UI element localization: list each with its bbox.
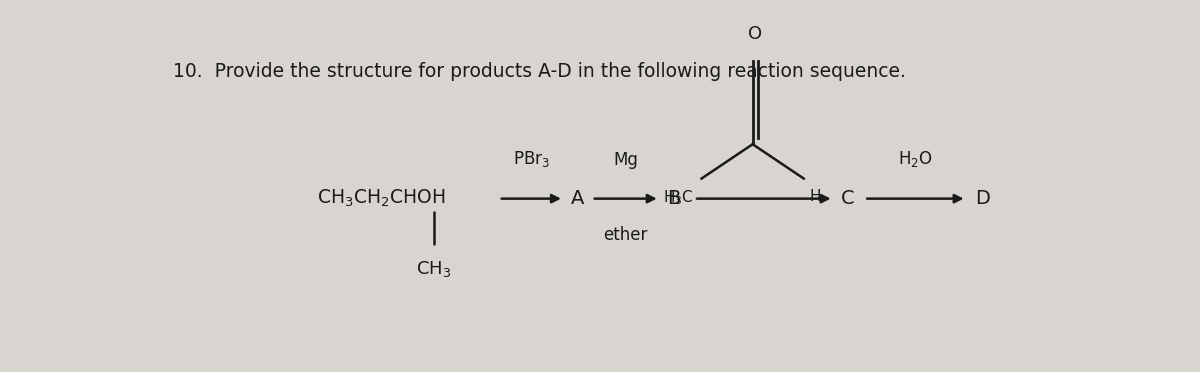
Text: H: H	[809, 189, 821, 203]
Text: ether: ether	[604, 226, 648, 244]
Text: $\mathregular{CH_3}$: $\mathregular{CH_3}$	[416, 259, 451, 279]
Text: D: D	[974, 189, 990, 208]
Text: C: C	[841, 189, 854, 208]
Text: $\mathregular{CH_3CH_2CHOH}$: $\mathregular{CH_3CH_2CHOH}$	[317, 188, 446, 209]
Text: $\mathregular{H_2O}$: $\mathregular{H_2O}$	[898, 148, 932, 169]
Text: B: B	[667, 189, 680, 208]
Text: A: A	[571, 189, 584, 208]
Text: $\mathregular{PBr_3}$: $\mathregular{PBr_3}$	[512, 148, 550, 169]
Text: O: O	[749, 25, 762, 42]
Text: 10.  Provide the structure for products A-D in the following reaction sequence.: 10. Provide the structure for products A…	[173, 62, 906, 81]
Text: Mg: Mg	[613, 151, 638, 169]
Text: $\mathregular{H_3C}$: $\mathregular{H_3C}$	[664, 189, 694, 207]
